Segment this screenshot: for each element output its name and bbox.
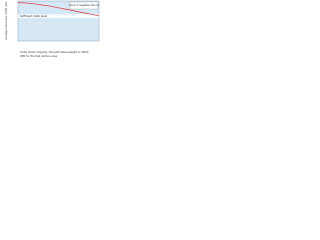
caption-line: ZPR for the fast decline area [20,54,58,58]
band-label: Sufficient CASS level [20,14,47,18]
caption-line: CASS (Costs, Rigidity, SG) estimated wei… [20,50,89,54]
series-line [17,2,100,17]
y-axis-label: Average return per CASS unit [4,2,8,40]
chart: Average return per CASS unit Zone of neg… [4,0,100,58]
zone-label: Zone of negative returns [69,4,99,7]
zone-box [69,1,99,10]
band [18,14,99,19]
